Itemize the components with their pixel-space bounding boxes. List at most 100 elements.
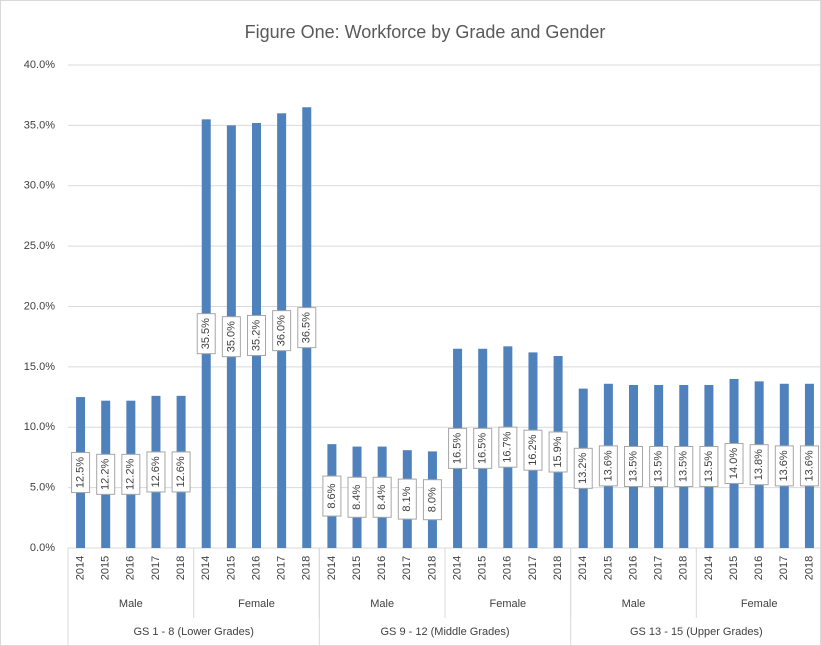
x-tick-label: 2015 bbox=[351, 556, 363, 580]
x-tick-label: 2016 bbox=[627, 556, 639, 580]
y-tick-label: 15.0% bbox=[24, 361, 55, 373]
data-label: 16.2% bbox=[527, 434, 539, 465]
data-label: 12.2% bbox=[125, 459, 137, 490]
x-tick-label: 2015 bbox=[225, 556, 237, 580]
label-box bbox=[347, 476, 367, 518]
label-box bbox=[297, 307, 317, 349]
label-box bbox=[71, 452, 91, 494]
label-box bbox=[523, 429, 543, 471]
x-tick-label: 2014 bbox=[703, 556, 715, 580]
y-tick-label: 20.0% bbox=[24, 300, 55, 312]
y-tick-label: 25.0% bbox=[24, 240, 55, 252]
label-box bbox=[498, 426, 518, 468]
x-tick-label: 2018 bbox=[552, 556, 564, 580]
x-tick-label: 2014 bbox=[200, 556, 212, 580]
y-tick-label: 5.0% bbox=[30, 482, 55, 494]
data-label: 16.5% bbox=[477, 433, 489, 464]
x-tick-label: 2015 bbox=[477, 556, 489, 580]
data-label: 36.0% bbox=[276, 315, 288, 346]
x-tick-label: 2014 bbox=[74, 556, 86, 580]
y-tick-label: 40.0% bbox=[24, 59, 55, 71]
label-box bbox=[272, 310, 292, 352]
x-tick-label: 2015 bbox=[100, 556, 112, 580]
x-tick-label: 2016 bbox=[753, 556, 765, 580]
label-box bbox=[799, 445, 819, 487]
x-tick-label: 2015 bbox=[602, 556, 614, 580]
x-tick-label: 2018 bbox=[803, 556, 815, 580]
gender-label: Female bbox=[489, 598, 526, 610]
label-box bbox=[699, 445, 719, 487]
x-tick-label: 2016 bbox=[502, 556, 514, 580]
label-box bbox=[422, 479, 442, 521]
x-tick-label: 2018 bbox=[678, 556, 690, 580]
label-box bbox=[674, 445, 694, 487]
label-box bbox=[196, 313, 216, 355]
chart-title: Figure One: Workforce by Grade and Gende… bbox=[245, 22, 606, 42]
x-tick-label: 2017 bbox=[150, 556, 162, 580]
data-label: 35.0% bbox=[225, 321, 237, 352]
data-label: 13.6% bbox=[602, 450, 614, 481]
x-tick-label: 2017 bbox=[653, 556, 665, 580]
x-tick-label: 2015 bbox=[728, 556, 740, 580]
data-label: 16.5% bbox=[451, 433, 463, 464]
data-label: 15.9% bbox=[552, 436, 564, 467]
gender-label: Male bbox=[622, 598, 646, 610]
x-tick-label: 2018 bbox=[301, 556, 313, 580]
label-box bbox=[121, 453, 141, 495]
grade-label: GS 9 - 12 (Middle Grades) bbox=[381, 626, 510, 638]
label-box bbox=[221, 316, 241, 358]
label-box bbox=[724, 442, 744, 484]
label-box bbox=[397, 478, 417, 520]
data-label: 13.8% bbox=[753, 449, 765, 480]
x-tick-label: 2016 bbox=[376, 556, 388, 580]
label-box bbox=[171, 451, 191, 493]
x-tick-label: 2016 bbox=[250, 556, 262, 580]
data-label: 8.6% bbox=[326, 483, 338, 508]
data-label: 13.2% bbox=[577, 452, 589, 483]
label-box bbox=[624, 445, 643, 487]
label-box bbox=[548, 431, 568, 473]
x-tick-label: 2017 bbox=[778, 556, 790, 580]
gender-label: Female bbox=[741, 598, 778, 610]
label-box bbox=[749, 444, 769, 486]
data-label: 8.4% bbox=[376, 485, 388, 510]
label-box bbox=[322, 475, 342, 517]
data-label: 12.6% bbox=[150, 456, 162, 487]
data-label: 13.5% bbox=[678, 451, 690, 482]
label-box bbox=[372, 476, 392, 518]
data-label: 13.5% bbox=[653, 451, 665, 482]
label-box bbox=[573, 447, 593, 489]
data-label: 14.0% bbox=[728, 448, 740, 479]
label-box bbox=[473, 427, 493, 469]
x-tick-label: 2017 bbox=[527, 556, 539, 580]
gender-label: Male bbox=[119, 598, 143, 610]
data-label: 35.5% bbox=[200, 318, 212, 349]
gender-label: Female bbox=[238, 598, 275, 610]
gender-label: Male bbox=[370, 598, 394, 610]
y-tick-label: 30.0% bbox=[24, 180, 55, 192]
data-label: 13.5% bbox=[627, 451, 639, 482]
x-tick-label: 2017 bbox=[401, 556, 413, 580]
x-tick-label: 2014 bbox=[326, 556, 338, 580]
label-box bbox=[649, 445, 669, 487]
data-label: 16.7% bbox=[502, 431, 514, 462]
data-label: 12.2% bbox=[100, 459, 112, 490]
grade-label: GS 1 - 8 (Lower Grades) bbox=[133, 626, 253, 638]
label-box bbox=[598, 445, 618, 487]
x-tick-label: 2014 bbox=[577, 556, 589, 580]
x-tick-label: 2016 bbox=[125, 556, 137, 580]
x-tick-label: 2017 bbox=[276, 556, 288, 580]
y-tick-label: 35.0% bbox=[24, 119, 55, 131]
data-label: 8.1% bbox=[401, 486, 413, 511]
x-tick-label: 2014 bbox=[451, 556, 463, 580]
data-label: 36.5% bbox=[301, 312, 313, 343]
data-label: 13.5% bbox=[703, 451, 715, 482]
label-box bbox=[146, 451, 166, 493]
data-label: 12.5% bbox=[74, 457, 86, 488]
label-box bbox=[96, 453, 116, 495]
data-label: 8.0% bbox=[426, 487, 438, 512]
y-tick-label: 0.0% bbox=[30, 542, 55, 554]
